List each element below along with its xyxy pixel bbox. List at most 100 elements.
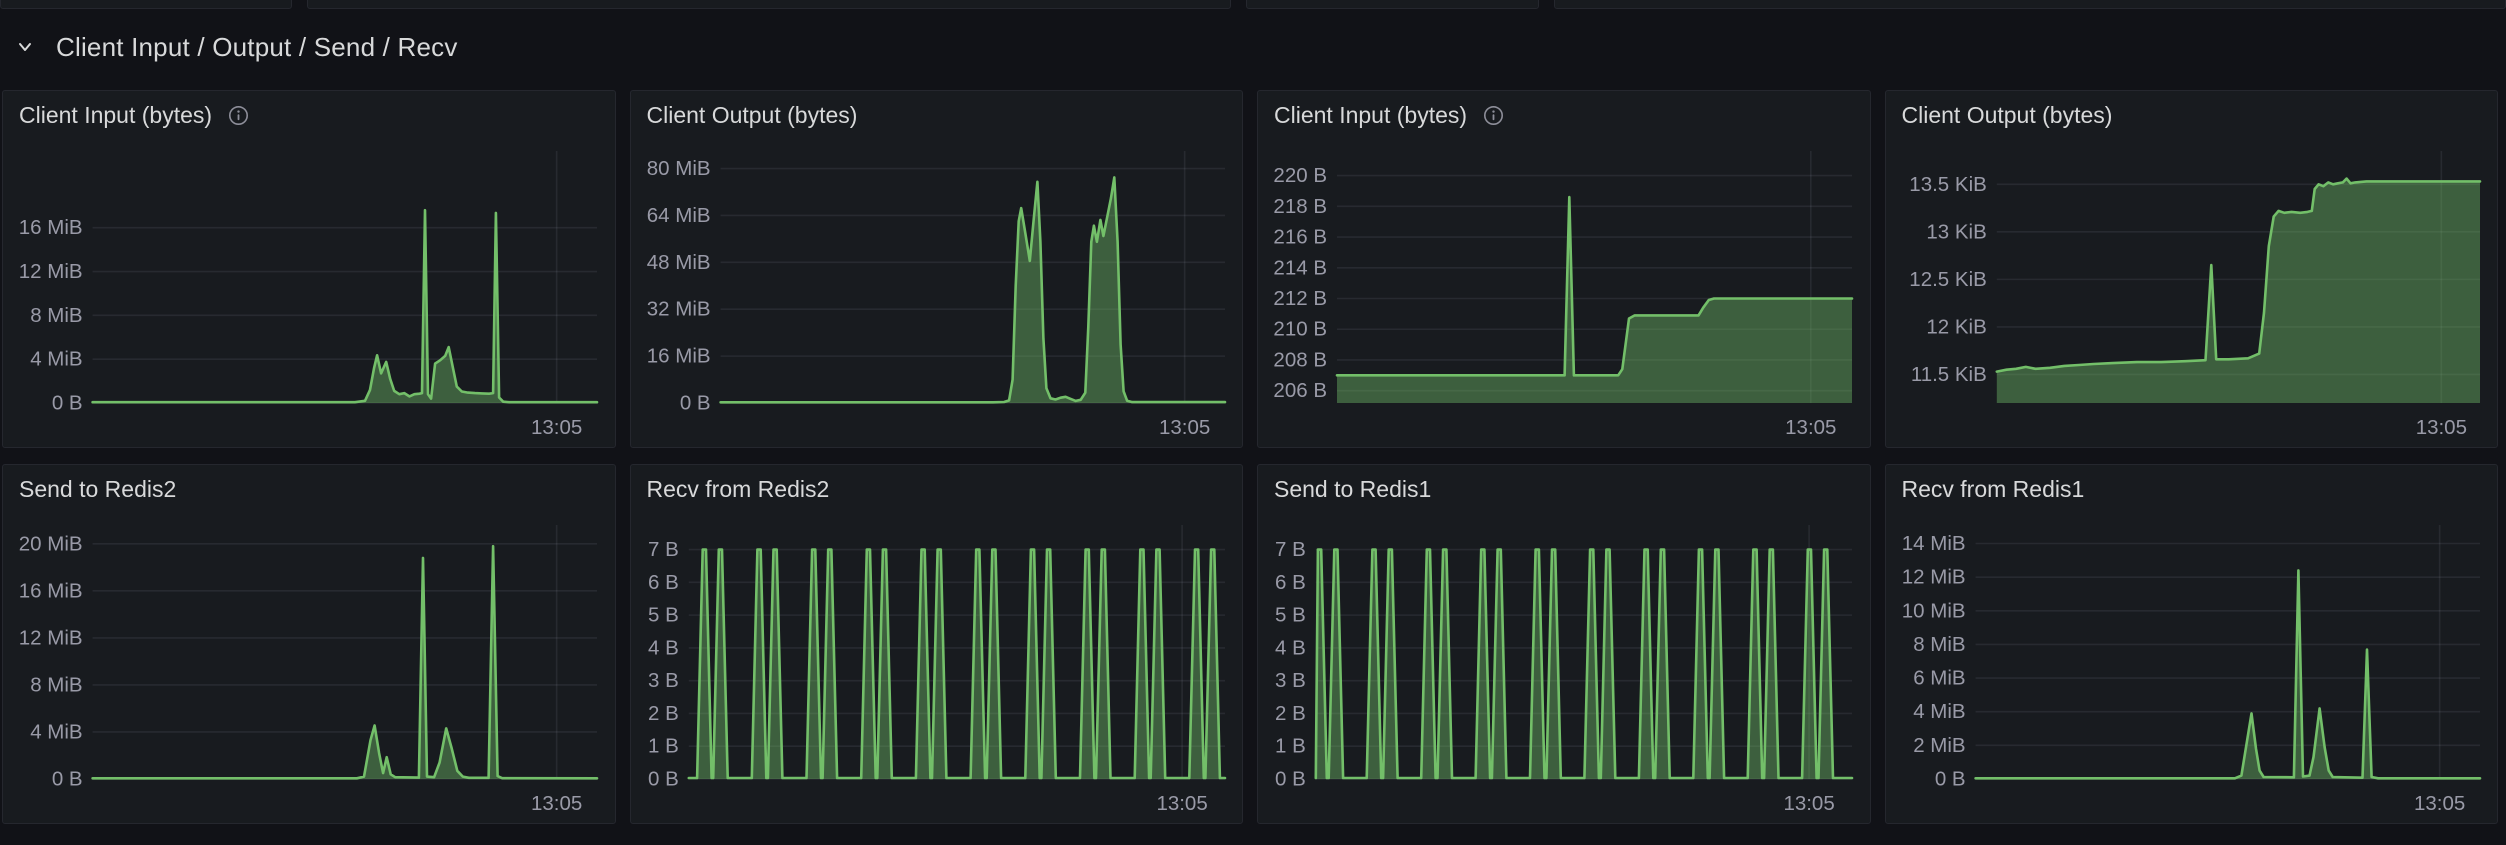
y-tick-label: 4 B	[1275, 636, 1306, 659]
info-icon[interactable]	[1483, 105, 1504, 126]
time-series-chart[interactable]: 0 B 4 MiB 8 MiB 12 MiB 16 MiB 20 MiB 13:05	[3, 513, 615, 823]
series-fill	[1996, 178, 2480, 403]
time-series-chart[interactable]: 0 B 4 MiB 8 MiB 12 MiB 16 MiB 13:05	[3, 139, 615, 447]
panel-fragment-above-1	[0, 0, 292, 9]
series-fill	[1975, 570, 2480, 779]
x-tick-label: 13:05	[531, 416, 582, 439]
panel-client-input-bytes-1: Client Input (bytes) 0 B 4 MiB 8 MiB 12 MiB…	[2, 90, 616, 448]
y-tick-label: 32 MiB	[646, 298, 710, 321]
x-tick-label: 13:05	[1785, 416, 1836, 439]
panel-client-input-bytes-2: Client Input (bytes) 206 B 208 B 210 B 212 …	[1257, 90, 1871, 448]
chevron-down-icon	[14, 36, 36, 58]
series-line	[91, 544, 599, 780]
y-tick-label: 7 B	[648, 538, 679, 561]
x-tick-label: 13:05	[2415, 416, 2466, 439]
series-line	[1335, 195, 1854, 377]
y-tick-label: 212 B	[1273, 287, 1327, 310]
time-series-chart[interactable]: 0 B 1 B 2 B 3 B 4 B 5 B 6 B 7 B 13:05	[631, 513, 1243, 823]
series-line	[718, 176, 1226, 404]
panel-title: Client Output (bytes)	[1901, 101, 2113, 128]
panel-header[interactable]: Client Input (bytes)	[1258, 91, 1870, 139]
y-tick-label: 13.5 KiB	[1909, 173, 1987, 196]
info-icon[interactable]	[228, 105, 249, 126]
y-tick-label: 8 MiB	[30, 304, 82, 327]
y-tick-label: 218 B	[1273, 195, 1327, 218]
panel-send-to-redis1: Send to Redis1 0 B 1 B 2 B 3 B 4 B 5 B 6 B 7 B 1…	[1257, 464, 1871, 824]
x-tick-label: 13:05	[1783, 792, 1834, 815]
time-series-chart[interactable]: 0 B 1 B 2 B 3 B 4 B 5 B 6 B 7 B 13:05	[1258, 513, 1870, 823]
panel-title: Client Input (bytes)	[1274, 101, 1468, 128]
x-tick-label: 13:05	[531, 792, 582, 815]
panel-header[interactable]: Send to Redis2	[3, 465, 615, 513]
panel-send-to-redis2: Send to Redis2 0 B 4 MiB 8 MiB 12 MiB 16 MiB…	[2, 464, 616, 824]
panel-fragment-above-2	[307, 0, 1231, 9]
panel-title: Client Output (bytes)	[646, 101, 858, 128]
panel-title: Send to Redis1	[1274, 475, 1432, 502]
y-tick-label: 12 MiB	[19, 260, 83, 283]
series-fill	[92, 546, 597, 779]
y-tick-label: 2 B	[1275, 702, 1306, 725]
y-tick-label: 12.5 KiB	[1909, 268, 1987, 291]
panel-header[interactable]: Recv from Redis2	[631, 465, 1243, 513]
y-tick-label: 1 B	[1275, 735, 1306, 758]
y-tick-label: 12 MiB	[19, 626, 83, 649]
panel-header[interactable]: Client Output (bytes)	[1886, 91, 2498, 139]
y-tick-label: 16 MiB	[646, 345, 710, 368]
row-header-client-io[interactable]: Client Input / Output / Send / Recv	[0, 14, 2506, 80]
y-tick-label: 6 MiB	[1913, 667, 1965, 690]
y-tick-label: 8 MiB	[30, 673, 82, 696]
y-tick-label: 208 B	[1273, 348, 1327, 371]
y-tick-label: 216 B	[1273, 226, 1327, 249]
y-tick-label: 4 MiB	[1913, 700, 1965, 723]
y-tick-label: 206 B	[1273, 379, 1327, 402]
panel-title: Client Input (bytes)	[19, 101, 213, 128]
y-tick-label: 4 MiB	[30, 348, 82, 371]
panel-client-output-bytes-2: Client Output (bytes) 11.5 KiB 12 KiB 12.5…	[1884, 90, 2498, 448]
panel-header[interactable]: Recv from Redis1	[1886, 465, 2498, 513]
series-line	[91, 208, 599, 404]
panel-recv-from-redis2: Recv from Redis2 0 B 1 B 2 B 3 B 4 B 5 B 6 B 7 …	[629, 464, 1243, 824]
time-series-chart[interactable]: 0 B 16 MiB 32 MiB 48 MiB 64 MiB 80 MiB 13:05	[631, 139, 1243, 447]
time-series-chart[interactable]: 0 B 2 MiB 4 MiB 6 MiB 8 MiB 10 MiB 12 MiB 14 Mi…	[1886, 513, 2498, 823]
series-fill	[720, 177, 1225, 403]
y-tick-label: 0 B	[1275, 768, 1306, 791]
panel-fragment-above-3	[1246, 0, 1539, 9]
panel-client-output-bytes-1: Client Output (bytes) 0 B 16 MiB 32 MiB 48 …	[629, 90, 1243, 448]
x-tick-label: 13:05	[1158, 416, 1209, 439]
y-tick-label: 0 B	[648, 768, 679, 791]
panel-header[interactable]: Send to Redis1	[1258, 465, 1870, 513]
y-tick-label: 0 B	[679, 392, 710, 415]
time-series-chart[interactable]: 11.5 KiB 12 KiB 12.5 KiB 13 KiB 13.5 KiB 13:0…	[1886, 139, 2498, 447]
series-line	[686, 548, 1226, 780]
panel-title: Recv from Redis1	[1901, 475, 2085, 502]
y-tick-label: 3 B	[648, 669, 679, 692]
y-tick-label: 1 B	[648, 735, 679, 758]
series-line	[1995, 177, 2481, 373]
y-tick-label: 16 MiB	[19, 216, 83, 239]
y-tick-label: 6 B	[648, 571, 679, 594]
series-line	[1314, 548, 1854, 780]
y-tick-label: 7 B	[1275, 538, 1306, 561]
y-tick-label: 11.5 KiB	[1910, 363, 1986, 386]
y-tick-label: 220 B	[1273, 164, 1327, 187]
series-fill	[688, 549, 1225, 779]
series-line	[1973, 569, 2481, 780]
y-tick-label: 214 B	[1273, 256, 1327, 279]
y-tick-label: 12 KiB	[1926, 315, 1986, 338]
y-tick-label: 3 B	[1275, 669, 1306, 692]
y-tick-label: 0 B	[52, 768, 83, 791]
y-tick-label: 16 MiB	[19, 579, 83, 602]
y-tick-label: 12 MiB	[1901, 566, 1965, 589]
time-series-chart[interactable]: 206 B 208 B 210 B 212 B 214 B 216 B 218 B 220 B…	[1258, 139, 1870, 447]
y-tick-label: 2 MiB	[1913, 734, 1965, 757]
series-fill	[92, 210, 597, 403]
panel-header[interactable]: Client Input (bytes)	[3, 91, 615, 139]
panel-title: Recv from Redis2	[646, 475, 830, 502]
panel-header[interactable]: Client Output (bytes)	[631, 91, 1243, 139]
row-title: Client Input / Output / Send / Recv	[56, 31, 458, 62]
y-tick-label: 0 B	[1934, 768, 1965, 791]
y-tick-label: 64 MiB	[646, 204, 710, 227]
y-tick-label: 210 B	[1273, 318, 1327, 341]
y-tick-label: 5 B	[1275, 604, 1306, 627]
y-tick-label: 14 MiB	[1901, 532, 1965, 555]
